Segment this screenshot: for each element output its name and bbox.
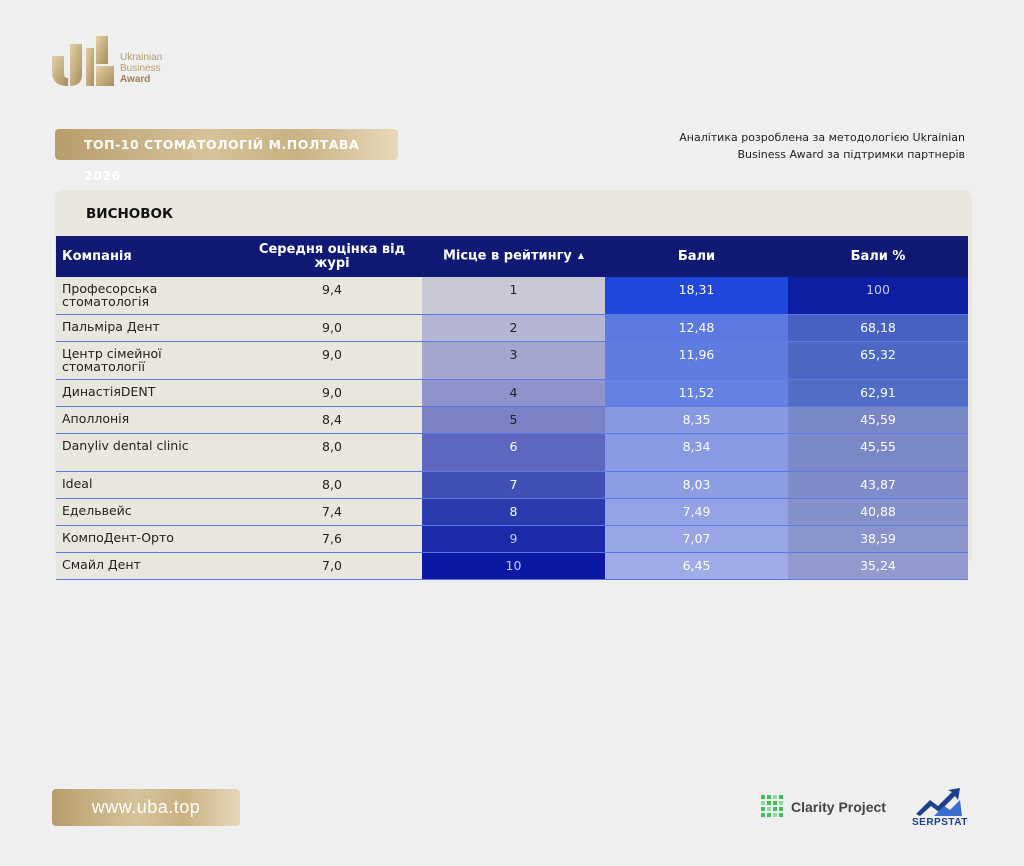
place-cell: 9 xyxy=(422,525,605,553)
table-row: Пальміра Дент 9,0 2 12,48 68,18 xyxy=(56,314,968,342)
table-row: ДинастіяDENT 9,0 4 11,52 62,91 xyxy=(56,379,968,407)
jury-score-cell: 8,0 xyxy=(242,471,422,499)
place-cell: 4 xyxy=(422,379,605,407)
percent-cell: 43,87 xyxy=(788,471,968,499)
table-row: Смайл Дент 7,0 10 6,45 35,24 xyxy=(56,552,968,580)
percent-cell: 65,32 xyxy=(788,341,968,380)
column-header-percent[interactable]: Бали % xyxy=(788,236,968,277)
ranking-table: Компанія Середня оцінка від журі Місце в… xyxy=(56,236,968,580)
table-header-row: Компанія Середня оцінка від журі Місце в… xyxy=(56,236,968,277)
percent-cell: 45,59 xyxy=(788,406,968,434)
score-cell: 8,35 xyxy=(605,406,788,434)
methodology-note-line-2: Business Award за підтримки партнерів xyxy=(737,148,966,161)
place-cell: 3 xyxy=(422,341,605,380)
jury-score-cell: 9,0 xyxy=(242,314,422,342)
ukrainian-business-award-logo: Ukrainian Business Award xyxy=(52,34,182,88)
company-cell: Пальміра Дент xyxy=(56,314,242,342)
table-row: Едельвейс 7,4 8 7,49 40,88 xyxy=(56,498,968,526)
clarity-project-label: Clarity Project xyxy=(791,799,886,815)
uba-logo-icon xyxy=(52,36,114,86)
company-cell: Ideal xyxy=(56,471,242,499)
company-cell: Смайл Дент xyxy=(56,552,242,580)
place-cell: 7 xyxy=(422,471,605,499)
score-cell: 11,96 xyxy=(605,341,788,380)
column-header-place-label: Місце в рейтингу xyxy=(442,248,572,264)
serpstat-chart-icon xyxy=(916,788,962,816)
logo-line-3: Award xyxy=(120,74,151,85)
percent-cell: 62,91 xyxy=(788,379,968,407)
jury-score-cell: 9,4 xyxy=(242,277,422,315)
jury-score-cell: 7,0 xyxy=(242,552,422,580)
company-cell: Аполлонія xyxy=(56,406,242,434)
place-cell: 1 xyxy=(422,277,605,315)
score-cell: 18,31 xyxy=(605,277,788,315)
logo-line-1: Ukrainian xyxy=(120,52,163,63)
column-header-place[interactable]: Місце в рейтингу ▲ xyxy=(422,236,605,277)
score-cell: 11,52 xyxy=(605,379,788,407)
company-cell: Центр сімейної стоматології xyxy=(56,341,242,380)
column-header-score[interactable]: Бали xyxy=(605,236,788,277)
score-cell: 6,45 xyxy=(605,552,788,580)
jury-score-cell: 7,6 xyxy=(242,525,422,553)
methodology-note-line-1: Аналітика розроблена за методологією Ukr… xyxy=(679,131,965,144)
jury-score-cell: 8,4 xyxy=(242,406,422,434)
percent-cell: 45,55 xyxy=(788,433,968,472)
table-row: Danyliv dental clinic 8,0 6 8,34 45,55 xyxy=(56,433,968,472)
place-cell: 6 xyxy=(422,433,605,472)
clarity-project-logo: Clarity Project xyxy=(761,795,886,821)
table-row: Ideal 8,0 7 8,03 43,87 xyxy=(56,471,968,499)
page-title: ТОП-10 СТОМАТОЛОГІЙ М.ПОЛТАВА 2026 xyxy=(55,129,398,183)
score-cell: 7,07 xyxy=(605,525,788,553)
company-cell: Едельвейс xyxy=(56,498,242,526)
methodology-note: Аналітика розроблена за методологією Ukr… xyxy=(635,129,965,163)
score-cell: 8,34 xyxy=(605,433,788,472)
percent-cell: 68,18 xyxy=(788,314,968,342)
jury-score-cell: 9,0 xyxy=(242,341,422,380)
percent-cell: 40,88 xyxy=(788,498,968,526)
company-cell: Danyliv dental clinic xyxy=(56,433,242,472)
score-cell: 7,49 xyxy=(605,498,788,526)
company-cell: Професорська стоматологія xyxy=(56,277,242,315)
jury-score-cell: 7,4 xyxy=(242,498,422,526)
column-header-company[interactable]: Компанія xyxy=(56,236,242,277)
column-header-jury[interactable]: Середня оцінка від журі xyxy=(242,236,422,277)
company-cell: ДинастіяDENT xyxy=(56,379,242,407)
percent-cell: 35,24 xyxy=(788,552,968,580)
table-row: Аполлонія 8,4 5 8,35 45,59 xyxy=(56,406,968,434)
logo-wordmark: Ukrainian Business Award xyxy=(120,52,162,85)
serpstat-logo: SERPSTAT xyxy=(910,786,970,828)
table-row: Центр сімейної стоматології 9,0 3 11,96 65,3… xyxy=(56,341,968,380)
sort-ascending-icon[interactable]: ▲ xyxy=(577,251,585,261)
table-row: Професорська стоматологія 9,4 1 18,31 100 xyxy=(56,277,968,315)
logo-line-2: Business xyxy=(120,63,161,74)
jury-score-cell: 8,0 xyxy=(242,433,422,472)
percent-cell: 100 xyxy=(788,277,968,315)
place-cell: 5 xyxy=(422,406,605,434)
place-cell: 10 xyxy=(422,552,605,580)
company-cell: КомпоДент-Орто xyxy=(56,525,242,553)
table-body: Професорська стоматологія 9,4 1 18,31 100 Пал… xyxy=(56,277,968,580)
clarity-grid-icon xyxy=(761,795,783,817)
place-cell: 8 xyxy=(422,498,605,526)
serpstat-label: SERPSTAT xyxy=(912,817,968,828)
score-cell: 8,03 xyxy=(605,471,788,499)
panel-title: ВИСНОВОК xyxy=(86,206,174,222)
score-cell: 12,48 xyxy=(605,314,788,342)
website-link[interactable]: www.uba.top xyxy=(52,789,240,826)
percent-cell: 38,59 xyxy=(788,525,968,553)
place-cell: 2 xyxy=(422,314,605,342)
table-row: КомпоДент-Орто 7,6 9 7,07 38,59 xyxy=(56,525,968,553)
jury-score-cell: 9,0 xyxy=(242,379,422,407)
